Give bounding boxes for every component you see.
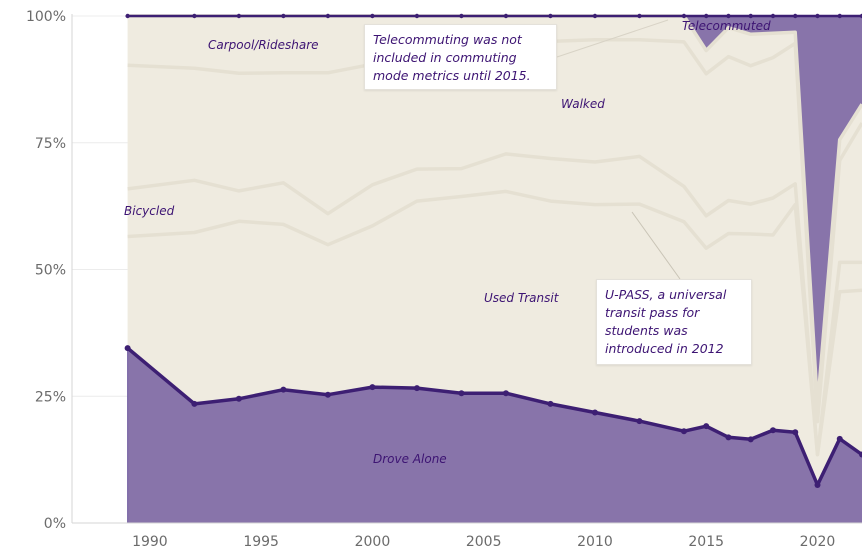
- top-point-2015: [704, 13, 709, 19]
- top-point-2020: [815, 13, 820, 19]
- drove-alone-point-2020: [814, 481, 821, 488]
- drove-alone-point-2010: [591, 409, 598, 416]
- y-tick-label: 0%: [44, 516, 66, 532]
- x-tick-label: 2015: [688, 534, 724, 550]
- y-tick-label: 100%: [26, 9, 66, 25]
- y-tick-labels: 0% 25% 50% 75% 100%: [26, 9, 66, 532]
- label-used-transit: Used Transit: [484, 291, 560, 305]
- x-tick-label: 2010: [577, 534, 613, 550]
- drove-alone-point-1989: [124, 345, 131, 352]
- drove-alone-point-2004: [458, 390, 465, 397]
- drove-alone-point-1994: [235, 395, 242, 402]
- label-bicycled: Bicycled: [124, 204, 175, 218]
- y-tick-label: 50%: [35, 263, 66, 279]
- drove-alone-point-2012: [636, 418, 643, 425]
- x-tick-label: 2000: [355, 534, 391, 550]
- top-point-2002: [414, 13, 420, 19]
- drove-alone-point-2008: [547, 400, 554, 407]
- series-line-carpool: [127, 34, 862, 424]
- drove-alone-point-1996: [280, 386, 287, 393]
- drove-alone-point-2000: [369, 384, 376, 391]
- drove-alone-point-2018: [769, 427, 776, 434]
- area-drove-alone: [127, 348, 862, 523]
- top-point-2016: [726, 13, 731, 19]
- drove-alone-point-2016: [725, 434, 732, 441]
- top-point-2021: [837, 13, 842, 19]
- drove-alone-point-2021: [836, 435, 843, 442]
- drove-alone-point-2015: [703, 423, 710, 430]
- drove-alone-point-2006: [502, 390, 509, 397]
- top-point-1994: [236, 13, 242, 19]
- top-point-1996: [281, 13, 286, 19]
- top-point-2006: [503, 13, 509, 19]
- top-point-2000: [370, 13, 375, 19]
- label-carpool: Carpool/Rideshare: [208, 38, 319, 52]
- x-tick-label: 2005: [466, 534, 502, 550]
- area-other-modes: [127, 16, 862, 485]
- y-tick-label: 75%: [35, 136, 66, 152]
- label-walked: Walked: [561, 97, 605, 111]
- x-tick-label: 2020: [800, 534, 836, 550]
- top-point-1998: [325, 13, 331, 19]
- top-point-2022: [859, 13, 862, 19]
- x-tick-labels: 1990 1995 2000 2005 2010 2015 2020: [132, 534, 835, 550]
- label-drove-alone: Drove Alone: [373, 452, 447, 466]
- top-point-2017: [748, 13, 753, 19]
- top-point-2018: [770, 13, 776, 19]
- area-layer: [127, 16, 862, 523]
- top-point-2010: [592, 13, 598, 19]
- drove-alone-point-1992: [191, 400, 198, 407]
- x-tick-label: 1995: [243, 534, 279, 550]
- area-labels: Drove Alone Used Transit Bicycled Carpoo…: [124, 19, 771, 466]
- top-point-2008: [548, 13, 553, 19]
- axis-layer: [71, 14, 862, 524]
- drove-alone-point-2017: [747, 436, 754, 443]
- top-point-2019: [793, 13, 798, 19]
- telecommute-note-connector: [556, 19, 669, 58]
- top-point-2004: [459, 13, 464, 19]
- drove-alone-point-2014: [680, 428, 687, 435]
- drove-alone-point-2022: [859, 451, 862, 458]
- point-layer: [124, 13, 862, 488]
- top-point-2014: [681, 13, 687, 19]
- series-line-bicycled: [127, 152, 862, 457]
- top-point-2012: [637, 13, 642, 19]
- upass-note-connector: [631, 211, 681, 280]
- x-tick-label: 1990: [132, 534, 168, 550]
- series-line-used-transit: [127, 189, 862, 457]
- drove-alone-point-2019: [792, 429, 799, 436]
- drove-alone-point-1998: [324, 391, 331, 398]
- telecommute-annotation: Telecommuting was not included in commut…: [364, 24, 557, 90]
- drove-alone-point-2002: [413, 385, 420, 392]
- upass-annotation: U-PASS, a universal transit pass for stu…: [596, 279, 752, 365]
- label-telecommuted: Telecommuted: [682, 19, 771, 33]
- annotation-connectors: [556, 19, 681, 280]
- top-point-1989: [125, 13, 130, 19]
- top-point-1992: [192, 13, 197, 19]
- y-tick-label: 25%: [35, 389, 66, 405]
